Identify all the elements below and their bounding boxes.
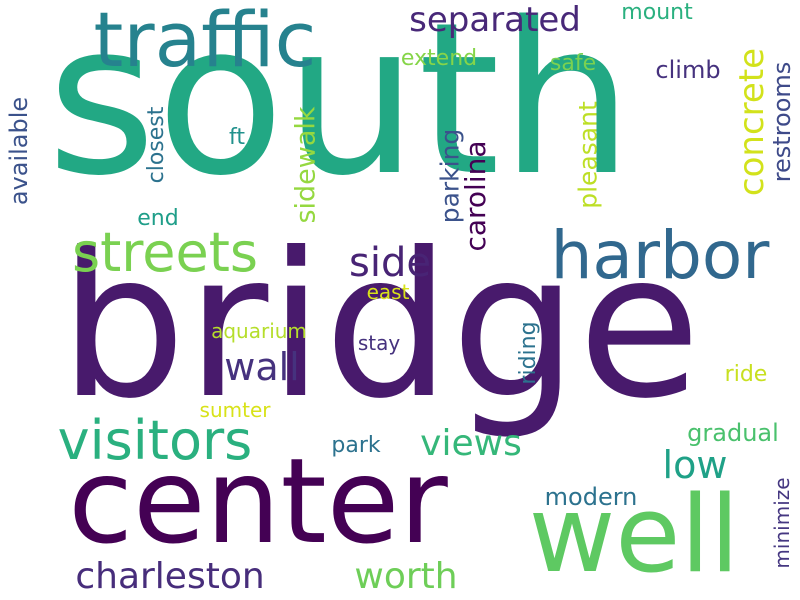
word-riding: riding — [516, 321, 541, 385]
word-east: east — [366, 280, 410, 304]
word-bridge: bridge — [59, 210, 701, 443]
word-closest: closest — [144, 106, 169, 184]
word-pleasant: pleasant — [573, 101, 603, 209]
word-visitors: visitors — [57, 409, 253, 472]
word-traffic: traffic — [93, 0, 317, 84]
word-low: low — [662, 443, 728, 487]
word-sidewalk: sidewalk — [290, 106, 322, 224]
word-extend: extend — [400, 46, 478, 71]
word-park: park — [331, 433, 381, 458]
word-charleston: charleston — [75, 556, 265, 597]
word-ft: ft — [229, 125, 245, 150]
word-available: available — [5, 96, 33, 206]
word-views: views — [420, 423, 522, 464]
word-concrete: concrete — [732, 47, 772, 197]
word-ride: ride — [724, 362, 768, 387]
word-side: side — [349, 240, 431, 286]
word-separated: separated — [409, 0, 581, 40]
word-harbor: harbor — [550, 217, 770, 294]
word-modern: modern — [544, 483, 638, 511]
word-south: south — [46, 0, 634, 222]
word-restrooms: restrooms — [768, 61, 796, 183]
word-streets: streets — [71, 221, 259, 284]
word-well: well — [528, 473, 740, 596]
word-gradual: gradual — [687, 419, 779, 447]
word-mount: mount — [621, 0, 693, 25]
word-safe: safe — [549, 51, 597, 76]
word-parking: parking — [435, 128, 465, 224]
word-worth: worth — [354, 556, 458, 597]
word-wall: wall — [224, 345, 300, 389]
word-center: center — [68, 432, 448, 570]
word-aquarium: aquarium — [211, 319, 307, 343]
word-minimize: minimize — [770, 477, 794, 569]
word-stay: stay — [357, 331, 401, 355]
word-sumter: sumter — [199, 398, 271, 422]
word-end: end — [137, 206, 179, 231]
word-carolina: carolina — [459, 140, 492, 252]
word-climb: climb — [655, 56, 721, 84]
